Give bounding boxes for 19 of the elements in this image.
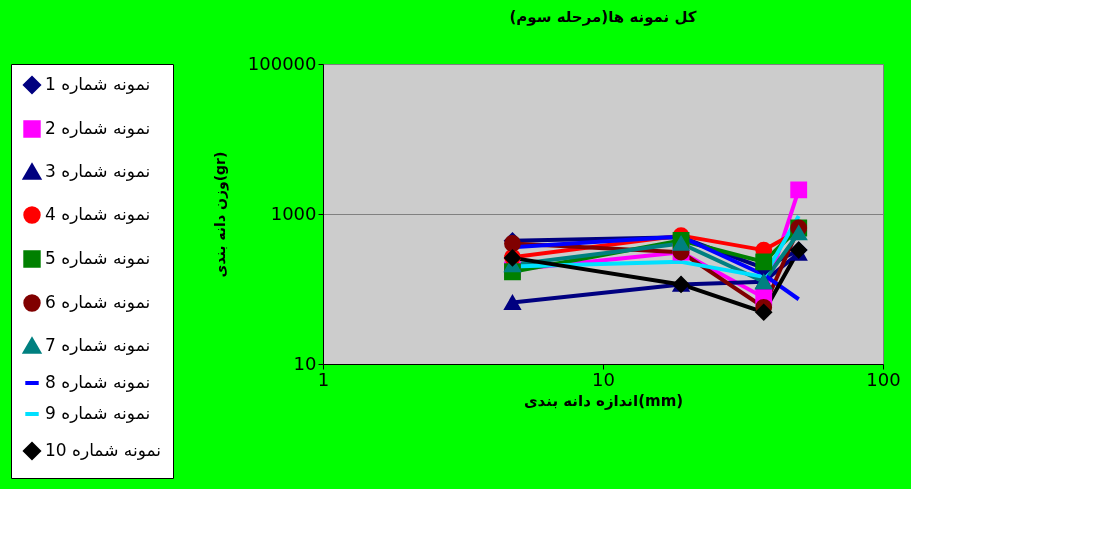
legend-label: نمونه شماره 8 bbox=[45, 372, 151, 392]
x-axis-title: اندازه دانه بندی(mm) bbox=[523, 391, 684, 410]
legend-label: نمونه شماره 1 bbox=[45, 74, 151, 94]
y-axis-title: وزن دانه بندی(gr) bbox=[211, 151, 229, 278]
legend-label: نمونه شماره 7 bbox=[45, 335, 151, 355]
legend-label: نمونه شماره 3 bbox=[45, 161, 151, 181]
x-tick-label: 100 bbox=[866, 368, 901, 390]
x-tick-label: 10 bbox=[592, 368, 615, 390]
legend-label: نمونه شماره 2 bbox=[45, 118, 151, 138]
y-tick-label: 10 bbox=[293, 352, 317, 374]
y-tick-label: 100000 bbox=[247, 52, 317, 74]
y-tick-label: 1000 bbox=[270, 202, 317, 224]
legend-label: نمونه شماره 5 bbox=[45, 248, 151, 268]
chart-title: کل نمونه ها(مرحله سوم) bbox=[509, 8, 697, 26]
legend-label: نمونه شماره 9 bbox=[45, 403, 151, 423]
legend-label: نمونه شماره 6 bbox=[45, 292, 151, 312]
legend-label: نمونه شماره 10 bbox=[45, 440, 162, 460]
legend-label: نمونه شماره 4 bbox=[45, 204, 151, 224]
x-tick-label: 1 bbox=[317, 368, 330, 390]
